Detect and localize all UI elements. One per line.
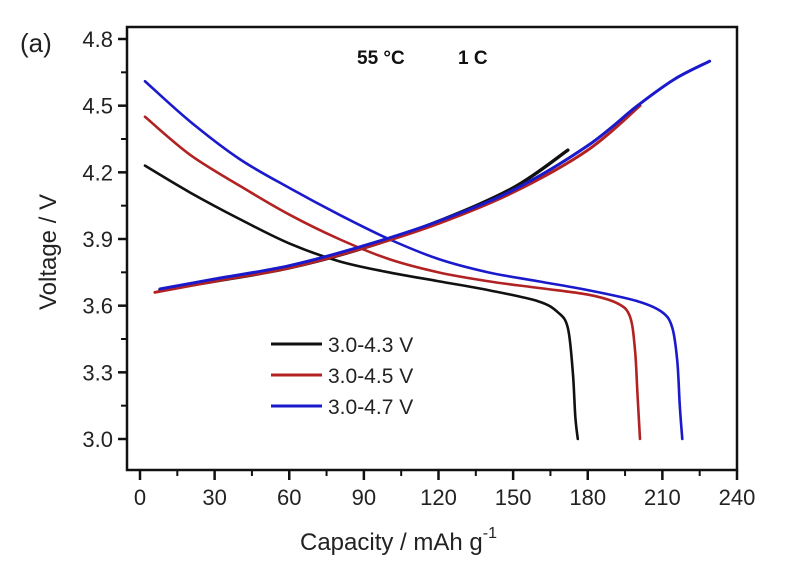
charge-curve-3-0-4-5-v xyxy=(153,104,642,294)
y-tick-label: 3.9 xyxy=(82,227,113,252)
y-tick-label: 4.2 xyxy=(82,160,113,185)
discharge-curve-3-0-4-3-v xyxy=(143,164,580,441)
x-tick-label: 30 xyxy=(202,485,226,510)
y-tick-label: 3.6 xyxy=(82,294,113,319)
legend: 3.0-4.3 V 3.0-4.5 V 3.0-4.7 V xyxy=(271,334,413,419)
charge-curve-3-0-4-7-v xyxy=(158,59,712,291)
y-tick-label: 3.0 xyxy=(82,427,113,452)
y-tick-label: 3.3 xyxy=(82,360,113,385)
y-tick-label: 4.5 xyxy=(82,94,113,119)
x-tick-label: 0 xyxy=(134,485,146,510)
x-tick-label: 150 xyxy=(495,485,532,510)
axes: 3.0 3.3 3.6 3.9 4.2 4.5 4.8 0 30 60 90 120 150 180 210… xyxy=(82,25,756,510)
legend-label: 3.0-4.5 V xyxy=(328,365,413,388)
panel-label: (a) xyxy=(20,28,52,58)
legend-label: 3.0-4.7 V xyxy=(328,396,413,419)
x-tick-label: 60 xyxy=(277,485,301,510)
charge-curve-3-0-4-3-v xyxy=(158,148,570,292)
x-tick-label: 240 xyxy=(719,485,756,510)
annotation-temperature: 55 °C xyxy=(357,48,405,69)
x-axis-title-sup: -1 xyxy=(483,525,497,542)
x-tick-label: 90 xyxy=(352,485,376,510)
plot-frame xyxy=(125,25,739,472)
discharge-curve-3-0-4-7-v xyxy=(143,79,684,441)
series-layer xyxy=(143,59,712,441)
y-axis-title: Voltage / V xyxy=(35,194,62,310)
x-axis-title-main: Capacity / mAh g xyxy=(300,529,483,556)
discharge-curve-3-0-4-5-v xyxy=(143,115,642,441)
x-axis-title: Capacity / mAh g-1 xyxy=(300,525,497,556)
y-tick-label: 4.8 xyxy=(82,27,113,52)
x-tick-label: 120 xyxy=(420,485,457,510)
annotation-rate: 1 C xyxy=(458,48,488,69)
x-tick-label: 210 xyxy=(644,485,681,510)
x-tick-label: 180 xyxy=(569,485,606,510)
legend-label: 3.0-4.3 V xyxy=(328,334,413,357)
